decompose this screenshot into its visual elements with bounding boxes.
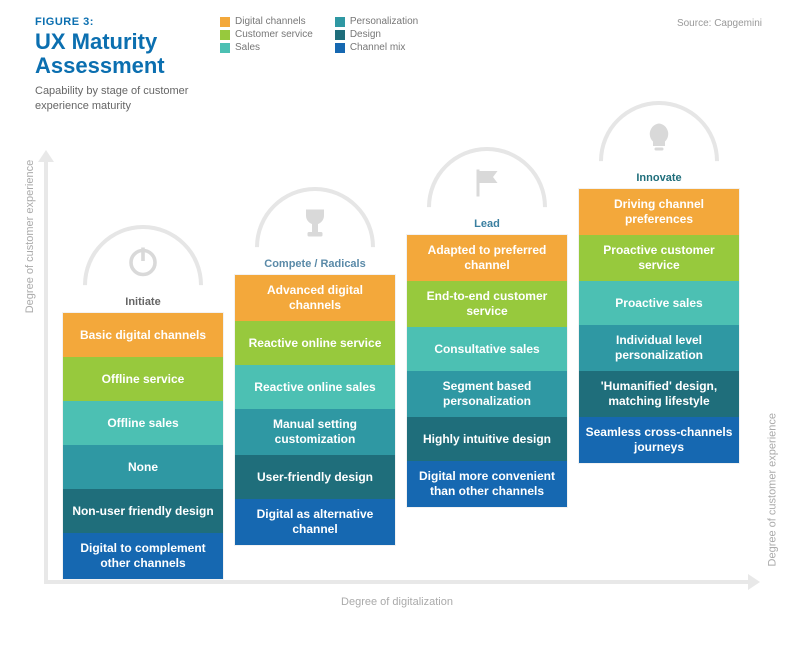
stage-arc: [255, 187, 375, 252]
stage-stack: Driving channel preferencesProactive cus…: [578, 188, 740, 464]
x-axis: [44, 580, 750, 584]
capability-cell: Digital more convenient than other chann…: [407, 461, 567, 507]
bulb-icon: [641, 119, 677, 155]
stage-stack: Adapted to preferred channelEnd-to-end c…: [406, 234, 568, 508]
flag-icon: [469, 165, 505, 201]
power-icon: [125, 243, 161, 279]
trophy-icon: [297, 205, 333, 241]
capability-cell: Proactive customer service: [579, 235, 739, 281]
stage-column: InnovateDriving channel preferencesProac…: [578, 101, 740, 464]
capability-cell: Advanced digital channels: [235, 275, 395, 321]
capability-cell: Offline sales: [63, 401, 223, 445]
capability-cell: Offline service: [63, 357, 223, 401]
capability-cell: Digital to complement other channels: [63, 533, 223, 579]
capability-cell: Proactive sales: [579, 281, 739, 325]
stage-arc: [599, 101, 719, 166]
capability-cell: None: [63, 445, 223, 489]
capability-cell: 'Humanified' design, matching lifestyle: [579, 371, 739, 417]
stage-column: InitiateBasic digital channelsOffline se…: [62, 225, 224, 580]
chart-frame: Degree of customer experience Degree of …: [44, 160, 750, 620]
stage-arc: [83, 225, 203, 290]
capability-cell: End-to-end customer service: [407, 281, 567, 327]
capability-cell: Consultative sales: [407, 327, 567, 371]
capability-cell: Driving channel preferences: [579, 189, 739, 235]
y-axis-label-right: Degree of customer experience: [766, 413, 778, 566]
x-axis-label: Degree of digitalization: [341, 596, 453, 608]
capability-cell: Basic digital channels: [63, 313, 223, 357]
capability-cell: Seamless cross-channels journeys: [579, 417, 739, 463]
capability-cell: User-friendly design: [235, 455, 395, 499]
capability-cell: Individual level personalization: [579, 325, 739, 371]
y-axis: [44, 160, 48, 580]
stage-column: Compete / RadicalsAdvanced digital chann…: [234, 187, 396, 546]
capability-cell: Reactive online service: [235, 321, 395, 365]
y-axis-label-left: Degree of customer experience: [24, 160, 36, 313]
capability-cell: Segment based personalization: [407, 371, 567, 417]
capability-cell: Digital as alternative channel: [235, 499, 395, 545]
x-axis-arrow-icon: [748, 574, 760, 590]
capability-cell: Reactive online sales: [235, 365, 395, 409]
y-axis-arrow-icon: [38, 150, 54, 162]
stage-stack: Basic digital channelsOffline serviceOff…: [62, 312, 224, 580]
stage-stack: Advanced digital channelsReactive online…: [234, 274, 396, 546]
columns-container: InitiateBasic digital channelsOffline se…: [62, 20, 740, 580]
capability-cell: Adapted to preferred channel: [407, 235, 567, 281]
capability-cell: Highly intuitive design: [407, 417, 567, 461]
capability-cell: Non-user friendly design: [63, 489, 223, 533]
stage-column: LeadAdapted to preferred channelEnd-to-e…: [406, 147, 568, 508]
capability-cell: Manual setting customization: [235, 409, 395, 455]
stage-arc: [427, 147, 547, 212]
